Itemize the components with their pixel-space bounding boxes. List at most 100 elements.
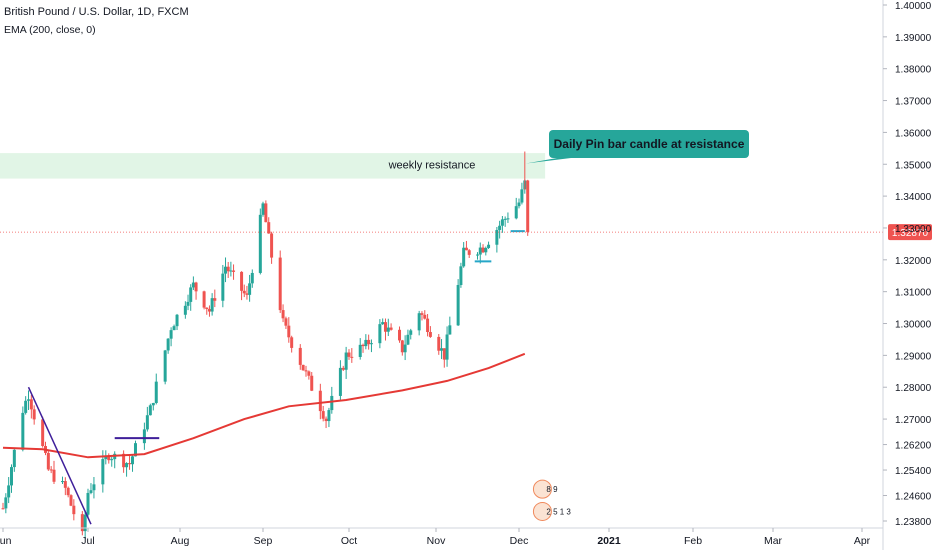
y-tick-label: 1.40000 [895,1,932,12]
candle-body [205,307,209,310]
candle-body [503,218,507,220]
candle-body [248,283,252,295]
candle [495,227,499,253]
candle-body [378,324,382,344]
candle-body [495,229,499,245]
candle-body [301,364,305,371]
candle [386,318,390,337]
candle-body [267,222,271,234]
candle [24,396,28,415]
candle [358,338,362,360]
candle [437,334,441,355]
candle-body [350,356,354,358]
candle-body [261,203,265,215]
candle-body [128,463,132,465]
candle [338,360,342,400]
candle-body [110,459,114,461]
y-tick-label: 1.31000 [895,288,932,299]
candle [122,450,126,473]
candle-body [183,305,187,315]
candle-body [210,298,214,312]
candle [442,348,446,368]
candle-body [406,334,410,345]
candle [89,483,93,495]
candle-body [423,314,427,319]
candle-body [41,419,45,447]
candle-body [338,367,342,396]
candle [464,240,468,251]
candle-body [148,405,152,416]
candle [205,307,209,315]
event-badge-text: 2 5 1 3 [546,507,571,516]
resistance-zone-label: weekly resistance [388,160,476,172]
candle [459,262,463,288]
candle-body [369,343,373,345]
candle [229,261,233,277]
candle [148,403,152,416]
event-badge-circle [532,479,552,499]
candle [21,406,25,452]
candle [481,244,485,254]
candle-body [66,487,70,496]
candle-body [284,318,288,326]
event-badge-circle [532,501,552,521]
candle [61,476,64,485]
candle [304,365,308,377]
candle-body [145,415,149,430]
candle-body [4,497,8,509]
candle [63,477,67,496]
candle [202,290,206,310]
candle-body [232,270,236,272]
candle [29,395,33,419]
candle-body [506,218,510,220]
candle-body [445,334,449,360]
candle-body [467,250,471,255]
candle [189,284,193,311]
candle [428,326,432,338]
candle [69,494,73,507]
candle [347,349,351,360]
y-tick-label: 1.25400 [895,466,932,477]
resistance-zone [0,153,546,179]
candle [350,348,354,363]
y-tick-label: 1.26200 [895,441,932,452]
event-badge: 2 5 1 3 [532,501,571,521]
candle [86,488,90,518]
candle [440,339,444,360]
candle [113,451,117,469]
candle [110,455,114,467]
event-badge: 8 9 [532,479,558,499]
candle-body [242,290,246,294]
candle-body [189,287,193,302]
candle-body [327,410,331,422]
candle-body [330,395,334,411]
candle [210,293,214,316]
y-tick-label: 1.37000 [895,97,932,108]
candle [194,281,198,300]
candle [400,339,404,356]
candle [406,329,410,346]
candle [107,453,111,464]
candle-body [213,298,217,301]
candle [166,338,170,354]
candle-body [514,206,518,219]
trendline [27,386,92,525]
candle [484,246,488,256]
candle-body [464,247,468,251]
candle [245,285,249,300]
candle [145,406,149,432]
candle-body [104,456,108,460]
last-price-tag [888,224,932,241]
x-tick-label: Dec [510,535,529,547]
candle-body [202,291,206,308]
x-tick-label: Nov [427,535,446,547]
candle [503,216,507,227]
candle [240,271,244,301]
candle [398,326,402,343]
candle-body [398,329,402,341]
candle [264,200,268,223]
x-tick-label: Feb [684,535,702,547]
candle-body [383,322,387,332]
